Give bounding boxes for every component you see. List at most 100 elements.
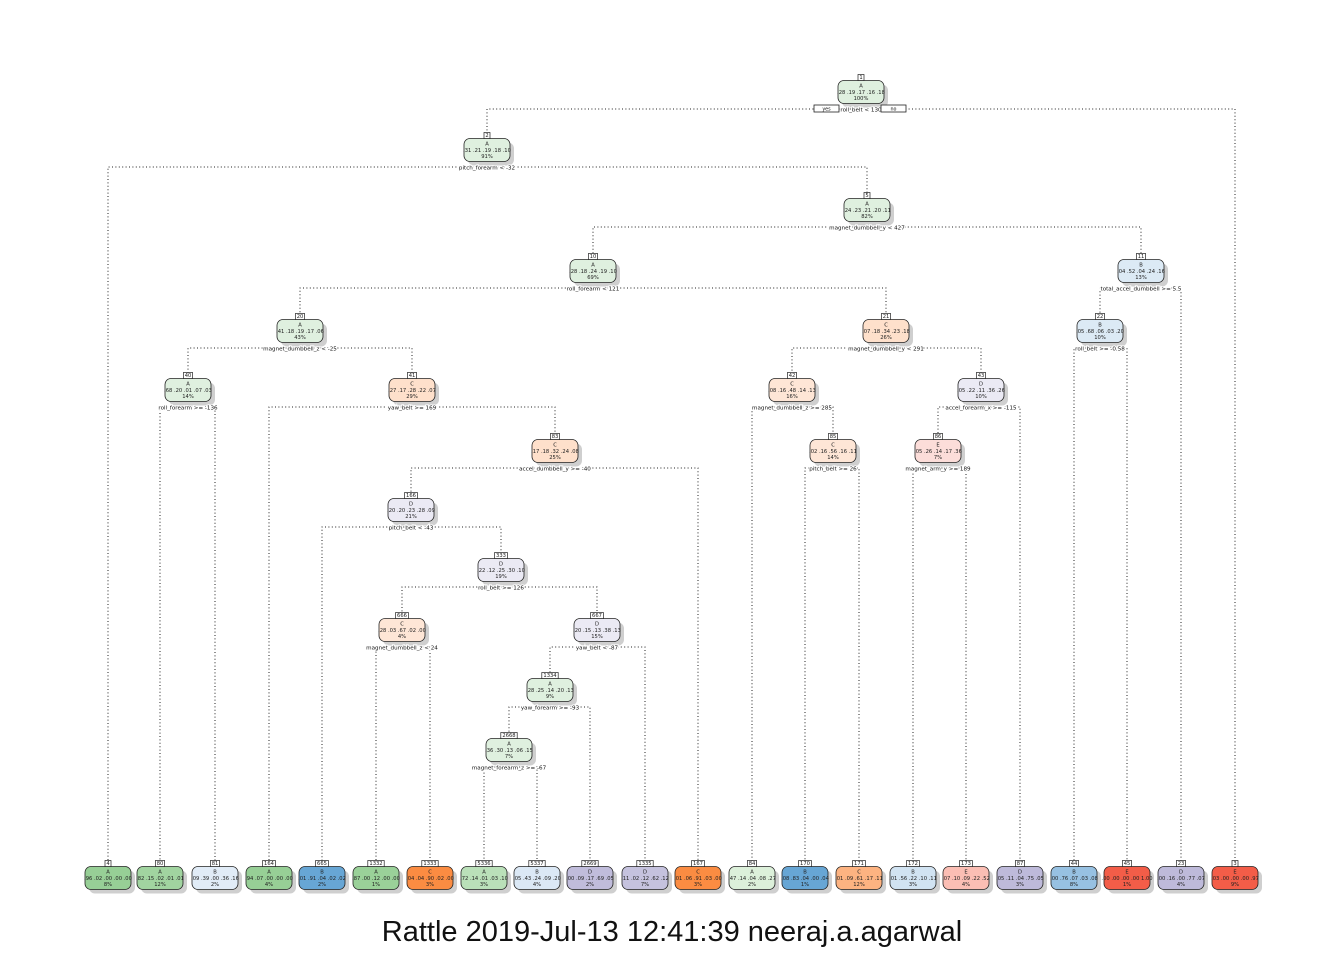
node-class: C — [884, 323, 888, 329]
tree-node-4: 4 A.96 .02 .00 .00 .008% — [84, 860, 135, 894]
node-number-tab — [1176, 860, 1186, 867]
node-number-tab — [500, 732, 518, 739]
node-class: B — [1139, 263, 1143, 269]
node-split-label: magnet_forearm_z >= -67 — [472, 766, 547, 772]
tree-edges — [107, 108, 1236, 863]
node-number: 170 — [800, 861, 810, 867]
node-number: 1333 — [423, 861, 436, 867]
node-split-label: roll_belt >= -0.58 — [1075, 347, 1125, 353]
tree-edge-2-5 — [487, 166, 868, 195]
node-number-tab — [407, 372, 417, 379]
node-split-label: magnet_dumbbell_z < -25 — [263, 347, 337, 353]
tree-node-167: 167 C.01 .06 .91 .03 .003% — [674, 860, 725, 894]
node-number: 43 — [978, 373, 985, 379]
node-class: B — [803, 870, 807, 876]
node-class: A — [298, 323, 302, 329]
node-number: 42 — [789, 373, 796, 379]
node-number: 171 — [854, 861, 864, 867]
node-number: 84 — [749, 861, 756, 867]
yes-text: yes — [822, 108, 831, 113]
tree-edge-666-1332 — [375, 646, 402, 863]
tree-edge-20-41 — [300, 347, 413, 375]
node-probabilities: .28 .18 .24 .19 .10 — [569, 269, 617, 275]
node-number-tab — [494, 552, 508, 559]
tree-node-1332: 1332 A.87 .00 .12 .00 .001% — [352, 860, 403, 894]
tree-node-5337: 5337 B.05 .43 .24 .09 .204% — [513, 860, 564, 894]
tree-edge-21-42 — [791, 347, 886, 375]
node-percent: 7% — [934, 455, 942, 461]
node-percent: 4% — [962, 882, 970, 888]
tree-node-1335: 1335 D.11 .02 .12 .62 .127% — [621, 860, 672, 894]
node-number-tab — [881, 313, 891, 320]
node-percent: 15% — [591, 634, 603, 640]
node-percent: 1% — [1123, 882, 1131, 888]
node-number: 44 — [1071, 861, 1078, 867]
node-probabilities: .01 .06 .91 .03 .00 — [674, 876, 722, 882]
node-split-label: magnet_arm_y >= 189 — [905, 467, 971, 473]
tree-node-173: 173 E.07 .10 .09 .22 .524% — [942, 860, 993, 894]
node-class: A — [482, 870, 486, 876]
node-number-tab — [210, 860, 220, 867]
tree-node-86: 86 E.05 .26 .14 .17 .367% magnet_arm_y >= … — [904, 433, 972, 474]
node-number-tab — [295, 313, 305, 320]
node-probabilities: .05 .68 .06 .03 .20 — [1076, 329, 1124, 335]
node-class: D — [499, 562, 503, 568]
node-class: E — [936, 443, 939, 449]
node-split-label: yaw_belt >= 169 — [388, 406, 437, 412]
node-number-tab — [636, 860, 654, 867]
node-probabilities: .07 .10 .09 .22 .52 — [942, 876, 990, 882]
node-number-tab — [475, 860, 493, 867]
node-percent: 12% — [154, 882, 166, 888]
node-percent: 7% — [505, 754, 513, 760]
node-class: B — [911, 870, 915, 876]
node-class: A — [158, 870, 162, 876]
node-split-label: accel_dumbbell_y >= -40 — [519, 467, 591, 473]
tree-edge-1-3 — [861, 108, 1236, 863]
node-split-label: yaw_belt < -87 — [576, 646, 619, 652]
node-class: D — [409, 502, 413, 508]
node-number: 665 — [317, 861, 327, 867]
node-number-tab — [315, 860, 329, 867]
node-number: 1332 — [369, 861, 382, 867]
node-class: A — [859, 84, 863, 90]
tree-node-87: 87 D.05 .11 .04 .75 .053% — [996, 860, 1047, 894]
node-split-label: roll_belt < 130 — [840, 108, 882, 114]
node-percent: 21% — [405, 514, 417, 520]
node-split-label: pitch_forearm < -32 — [459, 166, 515, 172]
node-probabilities: .17 .18 .32 .24 .08 — [531, 449, 579, 455]
node-class: A — [750, 870, 754, 876]
tree-node-164: 164 A.94 .07 .00 .00 .004% — [245, 860, 296, 894]
tree-edge-1334-2669 — [550, 706, 591, 863]
node-split-label: pitch_belt >= 26 — [809, 467, 857, 473]
node-class: B — [320, 870, 324, 876]
tree-edge-1-2 — [486, 108, 861, 135]
node-class: C — [428, 870, 432, 876]
node-percent: 26% — [880, 335, 892, 341]
node-probabilities: .08 .83 .04 .00 .04 — [781, 876, 830, 882]
tree-edge-86-173 — [938, 467, 967, 863]
node-percent: 43% — [294, 335, 306, 341]
node-percent: 10% — [1094, 335, 1106, 341]
tree-node-23: 23 D.00 .16 .00 .77 .074% — [1157, 860, 1208, 894]
node-number-tab — [421, 860, 439, 867]
tree-edge-22-45 — [1100, 347, 1128, 863]
node-number: 11 — [1138, 254, 1145, 260]
tree-edge-1334-2668 — [508, 706, 550, 735]
node-class: E — [1233, 870, 1236, 876]
no-box — [880, 104, 907, 113]
node-number: 10 — [590, 254, 597, 260]
node-class: A — [548, 682, 552, 688]
node-probabilities: .68 .20 .01 .07 .03 — [164, 388, 212, 394]
node-class: D — [588, 870, 592, 876]
node-class: D — [595, 622, 599, 628]
tree-node-2669: 2669 D.00 .09 .17 .69 .052% — [566, 860, 617, 894]
node-number: 45 — [1124, 861, 1131, 867]
tree-edge-10-21 — [593, 287, 887, 316]
node-class: D — [1018, 870, 1022, 876]
node-probabilities: .96 .02 .00 .00 .00 — [84, 876, 132, 882]
tree-edge-5-11 — [867, 226, 1142, 256]
